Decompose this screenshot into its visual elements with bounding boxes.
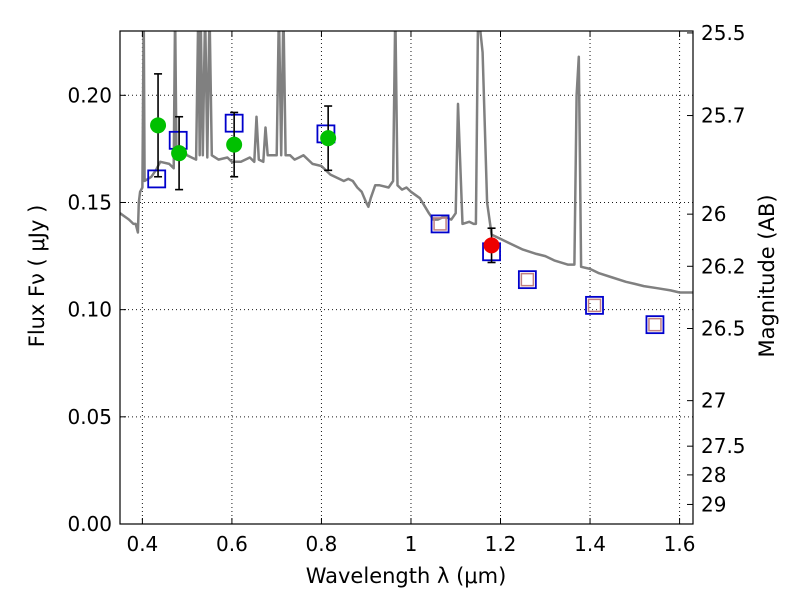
model-band-marker [645,315,665,335]
magnitude-axis-label: Magnitude (AB) [755,194,779,357]
plot-frame [119,30,694,525]
model-band-marker [585,295,604,315]
model-band-marker [517,270,537,290]
mag-tick-label: 28 [701,463,726,487]
mag-tick-label: 27 [701,389,726,413]
mag-tick-label: 29 [701,492,726,516]
axes-ticks: 0.4 0.6 0.8 1 1.2 1.4 1.6 0.00 0.05 0.10 0.15 0.20 2… [67,21,745,556]
model-band-inner-marker [520,272,535,287]
model-band-inner-marker [587,298,602,313]
observed-flux-point [171,145,188,162]
y-tick-label: 0.10 [67,298,112,322]
observed-flux-point [150,117,167,134]
x-tick-label: 0.6 [216,532,248,556]
observed-flux-point [483,237,500,254]
model-band-inner-marker [648,317,662,332]
x-tick-label: 0.8 [306,532,338,556]
y-tick-label: 0.15 [67,190,112,214]
x-tick-label: 1.4 [574,532,606,556]
model-band-inner-marker [433,217,447,231]
mag-tick-label: 26.2 [701,254,746,278]
x-tick-label: 0.4 [126,532,158,556]
observed-flux-point [320,130,337,147]
observed-flux-point [226,136,243,153]
x-tick-label: 1.2 [485,532,517,556]
y-tick-label: 0.20 [67,83,112,107]
x-tick-label: 1 [405,532,418,556]
mag-tick-label: 25.7 [701,104,746,128]
plot-area [120,31,693,335]
mag-tick-label: 26.5 [701,317,746,341]
y-axis-label: Flux Fν ( μJy ) [25,205,49,348]
mag-tick-label: 25.5 [701,21,746,45]
y-tick-label: 0.05 [67,405,112,429]
x-tick-label: 1.6 [664,532,696,556]
mag-tick-label: 26 [701,202,726,226]
model-band-marker [147,169,167,189]
x-axis-label: Wavelength λ (μm) [306,564,507,588]
model-band-marker [430,214,450,234]
y-tick-label: 0.00 [67,512,112,536]
mag-tick-label: 27.5 [701,434,746,458]
model-spectrum-line [120,31,693,294]
